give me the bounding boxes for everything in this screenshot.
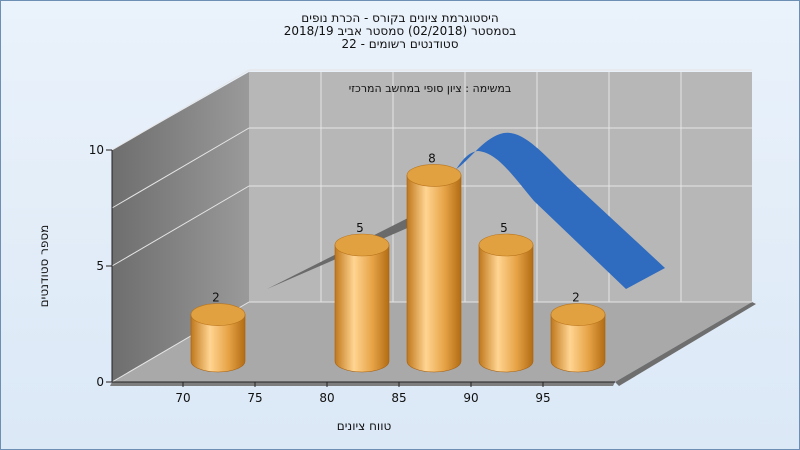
x-tick-label-2: 80 bbox=[319, 391, 334, 405]
data-label-0: 2 bbox=[212, 291, 220, 305]
bar-body-2 bbox=[406, 175, 462, 373]
chart-title-line-1: היסטוגרמת ציונים בקורס - הכרת נופים bbox=[301, 11, 499, 25]
x-tick-label-4: 90 bbox=[463, 391, 478, 405]
bar-body-3 bbox=[478, 244, 534, 373]
bars-layer: 2 5 8 5 2 bbox=[190, 151, 606, 373]
trend-ribbon bbox=[455, 132, 665, 289]
data-label-1: 5 bbox=[356, 221, 364, 235]
bar-0: 2 bbox=[190, 291, 246, 373]
x-tick-label-0: 70 bbox=[175, 391, 190, 405]
bar-body-1 bbox=[334, 244, 390, 373]
data-label-4: 2 bbox=[572, 291, 580, 305]
gridline-left-1 bbox=[111, 185, 250, 267]
x-tick-label-1: 75 bbox=[247, 391, 262, 405]
chart-title-line-2: בסמסטר (02/2018) סמסטר אביב 2018/19 bbox=[283, 24, 517, 38]
data-label-2: 8 bbox=[428, 151, 436, 165]
y-tick-label-0: 0 bbox=[96, 375, 104, 389]
chart-subtitle: במשימה : ציון סופי במחשב המרכזי bbox=[349, 82, 512, 95]
bar-body-4 bbox=[550, 314, 606, 373]
bar-top-3 bbox=[478, 233, 534, 257]
y-tick-label-1: 5 bbox=[96, 259, 104, 273]
chart-title-line-3: סטודנטים רשומים - 22 bbox=[341, 37, 459, 51]
gridline-left-2 bbox=[111, 69, 250, 151]
bar-top-4 bbox=[550, 303, 606, 326]
x-tick-label-3: 85 bbox=[391, 391, 406, 405]
bar-3: 5 bbox=[478, 221, 534, 373]
bar-4: 2 bbox=[550, 291, 606, 373]
gridline-left-mid bbox=[111, 127, 250, 209]
floor-right-edge bbox=[615, 302, 756, 386]
bar-top-1 bbox=[334, 233, 390, 257]
y-tick-label-2: 10 bbox=[89, 143, 104, 157]
bar-2: 8 bbox=[406, 151, 462, 373]
floor-front-edge bbox=[110, 382, 615, 386]
x-tick-label-5: 95 bbox=[535, 391, 550, 405]
bar-top-2 bbox=[406, 164, 462, 187]
y-axis-label: מספר סטודנטים bbox=[37, 225, 51, 308]
data-label-3: 5 bbox=[500, 221, 508, 235]
bar-top-0 bbox=[190, 303, 246, 326]
x-axis-label: טווח ציונים bbox=[337, 419, 392, 433]
bar-1: 5 bbox=[334, 221, 390, 373]
bar-body-0 bbox=[190, 314, 246, 373]
